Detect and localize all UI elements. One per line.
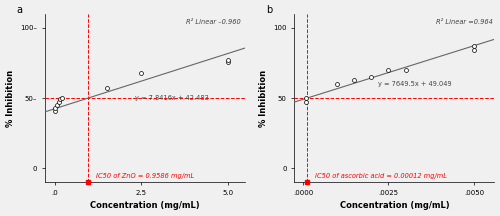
- Point: [53, 103, 61, 107]
- X-axis label: Concentration (mg/mL): Concentration (mg/mL): [340, 202, 449, 210]
- Point: [138, 71, 145, 75]
- Text: IC50 of ZnO = 0.9586 mg/mL: IC50 of ZnO = 0.9586 mg/mL: [96, 173, 194, 179]
- Point: [384, 68, 392, 72]
- Point: [470, 49, 478, 52]
- Point: [54, 100, 62, 104]
- Text: y = 7649.5x + 49.049: y = 7649.5x + 49.049: [378, 81, 452, 87]
- Point: [56, 98, 64, 101]
- Point: [302, 96, 310, 100]
- Text: R² Linear –0.960: R² Linear –0.960: [186, 19, 241, 25]
- Text: R² Linear =0.964: R² Linear =0.964: [436, 19, 492, 25]
- Point: [51, 106, 59, 110]
- Point: [402, 68, 409, 72]
- Text: IC50 of ascorbic acid = 0.00012 mg/mL: IC50 of ascorbic acid = 0.00012 mg/mL: [315, 173, 447, 179]
- Point: [224, 59, 232, 62]
- Point: [333, 82, 341, 86]
- Y-axis label: % Inhibition: % Inhibition: [258, 70, 268, 127]
- Point: [51, 109, 59, 112]
- Point: [470, 44, 478, 48]
- X-axis label: Concentration (mg/mL): Concentration (mg/mL): [90, 202, 200, 210]
- Point: [224, 60, 232, 63]
- Text: b: b: [266, 5, 272, 16]
- Text: a: a: [16, 5, 22, 16]
- Point: [368, 75, 376, 79]
- Point: [350, 78, 358, 82]
- Text: y = 7.8416x + 42.483: y = 7.8416x + 42.483: [135, 95, 208, 101]
- Point: [302, 100, 310, 104]
- Point: [58, 96, 66, 100]
- Y-axis label: % Inhibition: % Inhibition: [6, 70, 15, 127]
- Point: [103, 87, 111, 90]
